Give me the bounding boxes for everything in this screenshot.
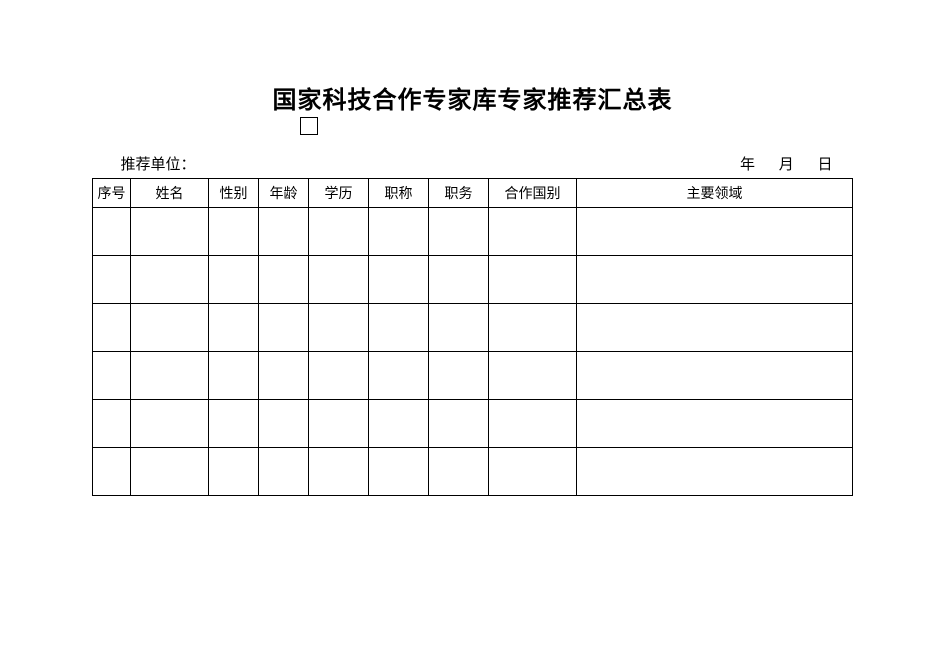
table-cell xyxy=(369,448,429,496)
table-cell xyxy=(259,256,309,304)
table-cell xyxy=(93,304,131,352)
table-cell xyxy=(429,208,489,256)
table-row xyxy=(93,448,853,496)
table-cell xyxy=(209,352,259,400)
table-cell xyxy=(209,448,259,496)
col-header: 职务 xyxy=(429,179,489,208)
table-cell xyxy=(131,352,209,400)
table-cell xyxy=(259,208,309,256)
table-row xyxy=(93,400,853,448)
table-cell xyxy=(309,256,369,304)
unit-label: 推荐单位： xyxy=(93,153,196,174)
table-cell xyxy=(131,256,209,304)
col-header: 职称 xyxy=(369,179,429,208)
table-header: 序号姓名性别年龄学历职称职务合作国别主要领域 xyxy=(93,179,853,208)
table-cell xyxy=(369,256,429,304)
table-row xyxy=(93,256,853,304)
table-cell xyxy=(489,208,577,256)
table-cell xyxy=(429,352,489,400)
table-cell xyxy=(429,400,489,448)
year-label: 年 xyxy=(740,157,755,173)
table-cell xyxy=(209,256,259,304)
table-cell xyxy=(93,448,131,496)
table-cell xyxy=(131,400,209,448)
table-cell xyxy=(93,208,131,256)
title-block: 国家科技合作专家库专家推荐汇总表 xyxy=(0,80,945,135)
table-cell xyxy=(577,400,853,448)
header-row: 序号姓名性别年龄学历职称职务合作国别主要领域 xyxy=(93,179,853,208)
col-header: 学历 xyxy=(309,179,369,208)
table-cell xyxy=(309,448,369,496)
table-cell xyxy=(369,208,429,256)
col-header: 姓名 xyxy=(131,179,209,208)
table-cell xyxy=(489,256,577,304)
page-title: 国家科技合作专家库专家推荐汇总表 xyxy=(273,80,673,115)
table-cell xyxy=(93,256,131,304)
table-cell xyxy=(309,400,369,448)
table-cell xyxy=(489,352,577,400)
table-cell xyxy=(577,208,853,256)
table-cell xyxy=(309,304,369,352)
col-header: 性别 xyxy=(209,179,259,208)
table-cell xyxy=(577,352,853,400)
col-header: 序号 xyxy=(93,179,131,208)
table-cell xyxy=(369,352,429,400)
table-cell xyxy=(489,304,577,352)
table-row xyxy=(93,208,853,256)
table-cell xyxy=(489,400,577,448)
table-body xyxy=(93,208,853,496)
month-label: 月 xyxy=(779,157,794,173)
table-cell xyxy=(429,304,489,352)
table-cell xyxy=(259,400,309,448)
day-label: 日 xyxy=(817,157,832,173)
table-cell xyxy=(209,304,259,352)
table-cell xyxy=(369,400,429,448)
table-cell xyxy=(131,448,209,496)
table-cell xyxy=(489,448,577,496)
table-row xyxy=(93,352,853,400)
table-cell xyxy=(429,256,489,304)
table-row xyxy=(93,304,853,352)
col-header: 主要领域 xyxy=(577,179,853,208)
table-cell xyxy=(131,208,209,256)
summary-table: 序号姓名性别年龄学历职称职务合作国别主要领域 xyxy=(92,178,853,496)
table-cell xyxy=(429,448,489,496)
table-cell xyxy=(93,400,131,448)
table-cell xyxy=(577,256,853,304)
table-cell xyxy=(309,352,369,400)
table-cell xyxy=(309,208,369,256)
table-cell xyxy=(259,304,309,352)
table-cell xyxy=(369,304,429,352)
checkbox-icon xyxy=(300,117,318,135)
col-header: 年龄 xyxy=(259,179,309,208)
table-cell xyxy=(93,352,131,400)
table-cell xyxy=(259,448,309,496)
table-cell xyxy=(577,304,853,352)
table-cell xyxy=(209,208,259,256)
meta-row: 推荐单位： 年 月 日 xyxy=(93,153,853,174)
date-labels: 年 月 日 xyxy=(730,153,853,174)
table-cell xyxy=(259,352,309,400)
col-header: 合作国别 xyxy=(489,179,577,208)
table-cell xyxy=(131,304,209,352)
table-cell xyxy=(577,448,853,496)
table-cell xyxy=(209,400,259,448)
